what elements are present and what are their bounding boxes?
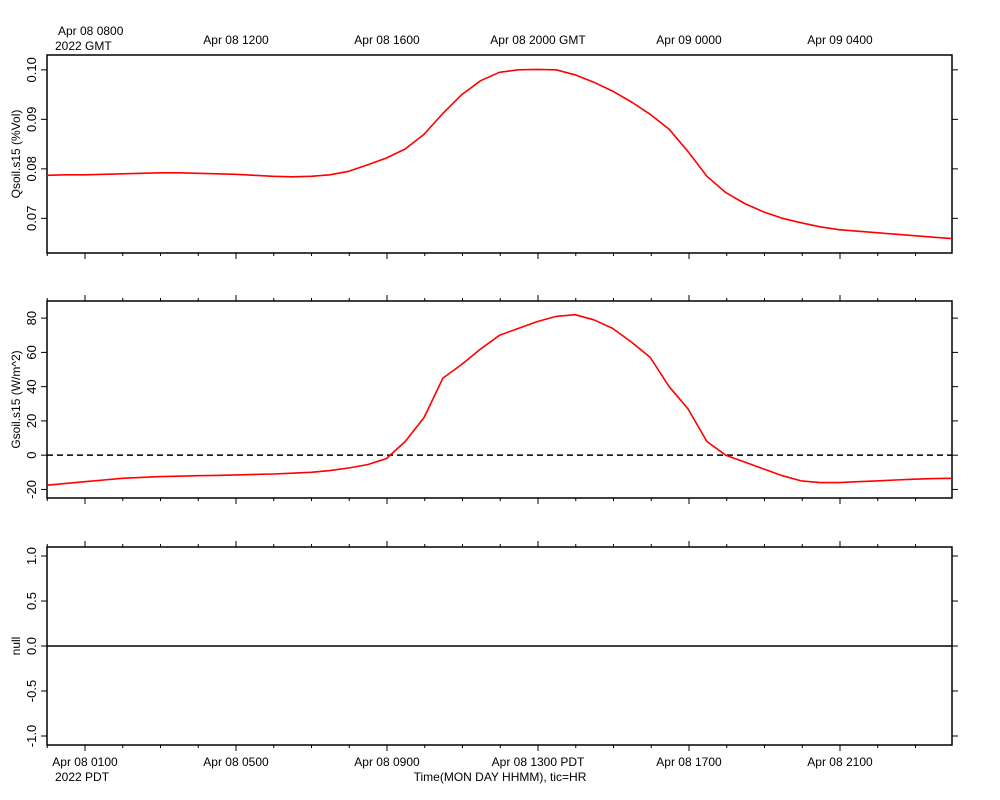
plot-frame xyxy=(46,300,953,499)
series-line xyxy=(46,68,953,240)
y-tick-label: 0.07 xyxy=(24,206,39,231)
top-axis-label: Apr 08 1200 xyxy=(203,33,269,47)
soil-moisture-panel: 0.07 0.08 0.09 0.10 Qsoil.s15 (%Vol) xyxy=(9,54,958,259)
y-tick-label: 0.5 xyxy=(24,592,39,610)
y-tick-label: 0.09 xyxy=(24,107,39,132)
bottom-axis-label: Apr 08 0100 xyxy=(52,755,118,769)
top-axis-label: Apr 09 0000 xyxy=(656,33,722,47)
top-axis-label: Apr 09 0400 xyxy=(807,33,873,47)
top-axis-year-label: 2022 GMT xyxy=(55,39,112,53)
bottom-axis-label: Apr 08 1300 PDT xyxy=(492,755,585,769)
y-tick-label: 0.08 xyxy=(24,156,39,181)
y-tick-label: 80 xyxy=(24,311,39,325)
y-axis-label: null xyxy=(9,637,23,656)
series-line xyxy=(46,313,953,486)
y-tick-label: -0.5 xyxy=(24,680,39,702)
soil-heat-flux-panel: -20 0 20 40 60 80 Gsoil.s15 (W/m^2) xyxy=(9,295,958,504)
y-axis-label: Qsoil.s15 (%Vol) xyxy=(9,110,23,199)
top-axis-label: Apr 08 2000 GMT xyxy=(490,33,586,47)
y-tick-label: -20 xyxy=(24,480,39,499)
top-axis-label: Apr 08 1600 xyxy=(354,33,420,47)
y-tick-label: 60 xyxy=(24,345,39,359)
bottom-axis-label: Apr 08 0900 xyxy=(354,755,420,769)
y-tick-label: -1.0 xyxy=(24,725,39,747)
x-axis-title: Time(MON DAY HHMM), tic=HR xyxy=(414,770,587,784)
y-tick-label: 0 xyxy=(24,452,39,459)
null-panel: -1.0 -0.5 0.0 0.5 1.0 null xyxy=(9,541,958,751)
top-axis-first-label: Apr 08 0800 xyxy=(58,24,124,38)
y-tick-label: 0.10 xyxy=(24,57,39,82)
y-tick-label: 40 xyxy=(24,379,39,393)
bottom-axis-label: Apr 08 1700 xyxy=(656,755,722,769)
plot-frame xyxy=(46,54,953,254)
bottom-axis-label: Apr 08 0500 xyxy=(203,755,269,769)
y-axis-label: Gsoil.s15 (W/m^2) xyxy=(9,350,23,448)
y-tick-label: 1.0 xyxy=(24,547,39,565)
y-tick-label: 0.0 xyxy=(24,637,39,655)
y-tick-label: 20 xyxy=(24,414,39,428)
bottom-axis-label: Apr 08 2100 xyxy=(807,755,873,769)
bottom-axis-year-label: 2022 PDT xyxy=(55,770,110,784)
